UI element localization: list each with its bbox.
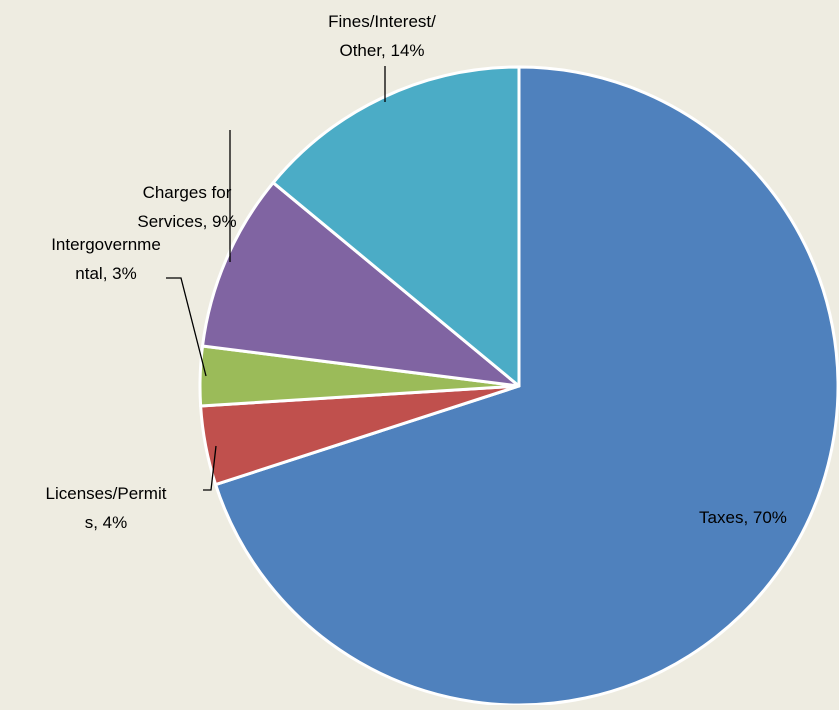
pie-slice	[201, 181, 521, 388]
data-label: s, 4%	[85, 513, 128, 532]
data-label: Fines/Interest/	[328, 12, 436, 31]
data-label: Taxes, 70%	[699, 508, 787, 527]
pie-slice	[214, 65, 839, 707]
data-label: Services, 9%	[137, 212, 236, 231]
data-label: Licenses/Permit	[46, 484, 167, 503]
data-label: Intergovernme	[51, 235, 161, 254]
data-label: Other, 14%	[339, 41, 424, 60]
leader-line	[203, 445, 217, 491]
pie-slice	[271, 65, 521, 388]
data-label: ntal, 3%	[75, 264, 136, 283]
data-label: Charges for	[143, 183, 232, 202]
leader-line	[166, 277, 207, 377]
